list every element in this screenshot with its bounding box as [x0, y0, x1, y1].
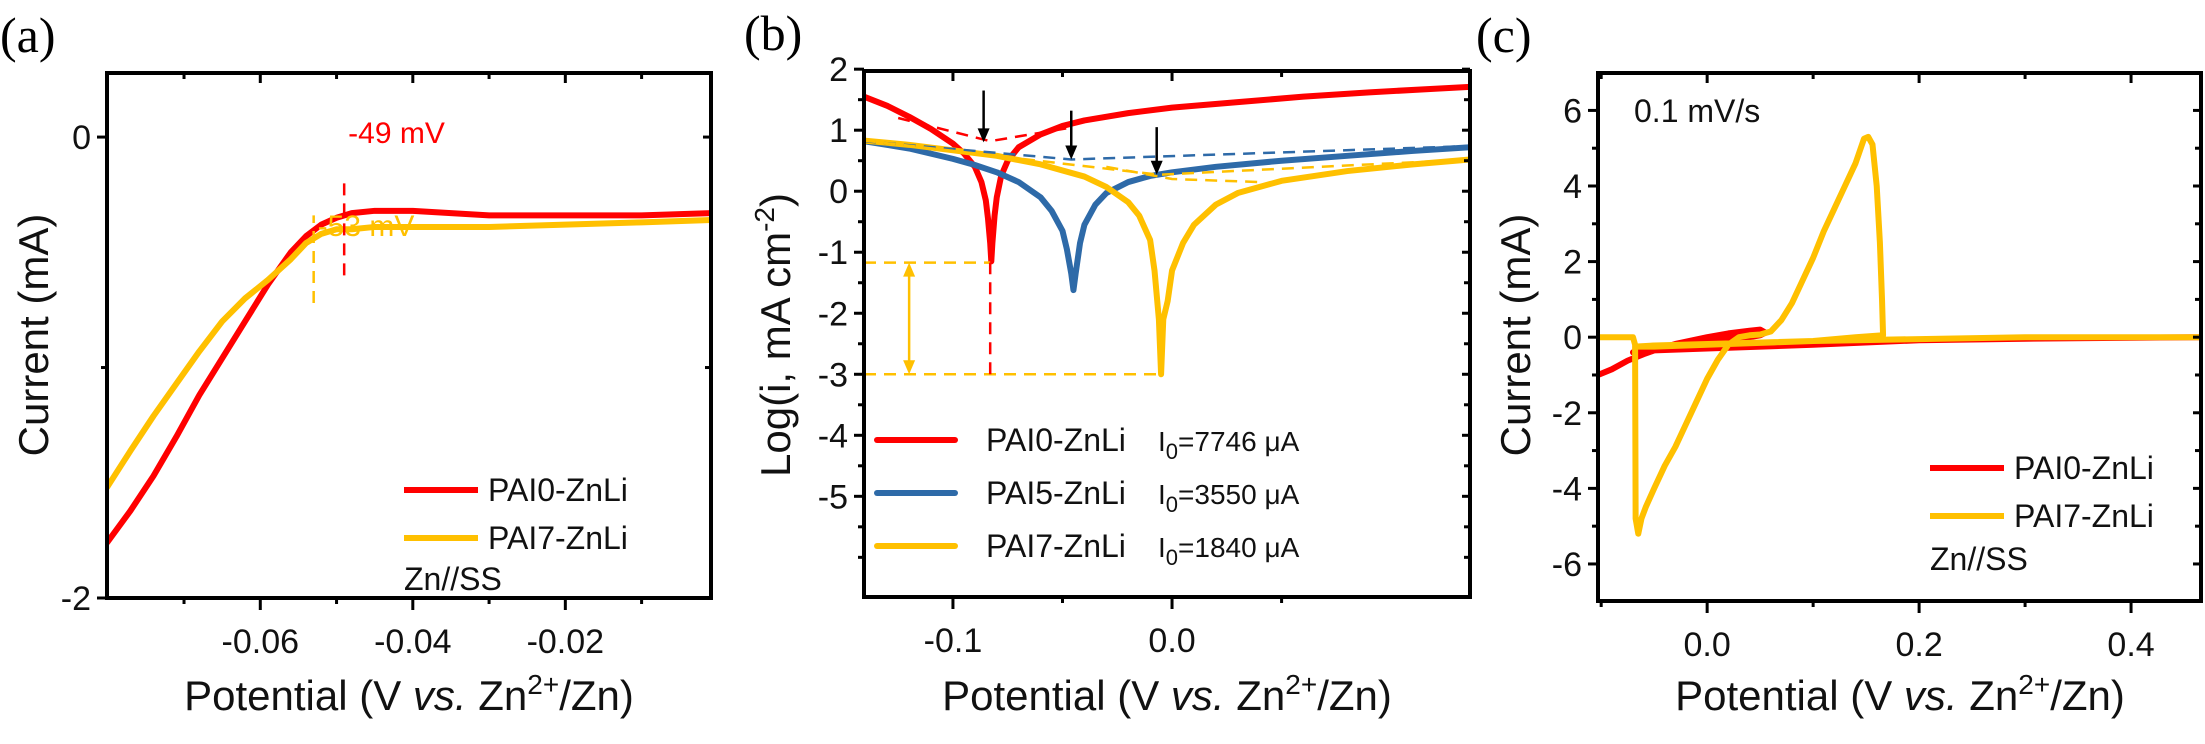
panel-c: (c) 0.0 0.2 0.4 6 4 2 0 -2 -4 -6 Potential (V vs.… [1476, 7, 2203, 719]
legend-label-pai0: PAI0-ZnLi [488, 472, 628, 508]
y-tick-label: 0 [829, 173, 848, 211]
y-tick-label: -3 [818, 356, 848, 394]
y-tick-label: -6 [1552, 546, 1582, 584]
legend-label: PAI5-ZnLi [986, 475, 1126, 511]
panel-b: (b) -0.1 0.0 2 1 0 -1 -2 -3 -4 -5 Potential (V vs… [744, 5, 1472, 719]
arrow-marker [1150, 127, 1163, 175]
overlay-layer-a [312, 176, 346, 304]
x-axis-title-c: Potential (V vs. Zn2+/Zn) [1675, 669, 2125, 719]
plot-frame-a [105, 71, 713, 600]
x-axis-title-a: Potential (V vs. Zn2+/Zn) [184, 669, 634, 719]
x-tick-label: -0.02 [527, 623, 605, 661]
x-tick-label: 0.0 [1684, 626, 1731, 664]
series-line-pai7-znli [1598, 133, 2201, 537]
legend-exchange-current: I0=3550 μA [1158, 479, 1300, 517]
onset-potential-label: -49 mV [348, 117, 445, 150]
panel-a: (a) -0.06 -0.04 -0.02 0 -2 Potential (V vs. … [0, 7, 713, 719]
legend-a: PAI0-ZnLi PAI7-ZnLi Zn//SS [404, 472, 628, 597]
y-tick-label: 1 [829, 112, 848, 150]
panel-label-b: (b) [744, 5, 802, 61]
y-tick-label: -2 [61, 580, 91, 618]
y-tick-label: -4 [818, 417, 848, 455]
series-line-pai0-znli [107, 207, 711, 546]
x-tick-label: -0.04 [374, 623, 452, 661]
legend-note-zn-ss: Zn//SS [1930, 541, 2028, 577]
x-tick-label: -0.1 [924, 622, 983, 660]
y-tick-label: -2 [1552, 395, 1582, 433]
overlay-layer-b [864, 90, 1470, 376]
tafel-fit-line [864, 139, 1470, 176]
y-tick-label: -4 [1552, 470, 1582, 508]
legend-c: PAI0-ZnLi PAI7-ZnLi Zn//SS [1930, 450, 2154, 577]
legend-exchange-current: I0=1840 μA [1158, 532, 1300, 570]
series-layer-b [864, 83, 1470, 378]
arrow-marker [1065, 110, 1078, 160]
y-axis-title-a: Current (mA) [10, 214, 57, 457]
double-arrow [903, 262, 916, 375]
ticks-a: -0.06 -0.04 -0.02 0 -2 [61, 73, 711, 661]
y-axis-title-b: Log(i, mA cm-2) [749, 193, 799, 477]
ticks-b: -0.1 0.0 2 1 0 -1 -2 -3 -4 -5 [818, 51, 1470, 660]
legend-note-zn-ss: Zn//SS [404, 561, 502, 597]
series-line-pai7-znli [864, 137, 1470, 378]
y-axis-title-c: Current (mA) [1492, 214, 1539, 457]
y-tick-label: 2 [829, 51, 848, 89]
y-tick-label: -5 [818, 478, 848, 516]
panel-label-a: (a) [0, 7, 56, 63]
onset-potential-label: -53 mV [318, 210, 415, 243]
tafel-fit-line [897, 116, 1074, 143]
ticks-c: 0.0 0.2 0.4 6 4 2 0 -2 -4 -6 [1552, 73, 2201, 664]
series-layer-c [1598, 133, 2201, 537]
legend-label: PAI7-ZnLi [986, 528, 1126, 564]
x-tick-label: -0.06 [222, 623, 300, 661]
legend-label: PAI0-ZnLi [986, 422, 1126, 458]
y-tick-label: 4 [1563, 168, 1582, 206]
x-tick-label: 0.0 [1148, 622, 1195, 660]
series-line-pai7-znli [107, 217, 711, 491]
y-tick-label: 6 [1563, 92, 1582, 130]
legend-label-pai0: PAI0-ZnLi [2014, 450, 2154, 486]
legend-label-pai7: PAI7-ZnLi [488, 520, 628, 556]
y-tick-label: 0 [72, 119, 91, 157]
x-tick-label: 0.2 [1895, 626, 1942, 664]
tafel-fit-line [1106, 165, 1260, 184]
y-tick-label: -2 [818, 295, 848, 333]
x-axis-title-b: Potential (V vs. Zn2+/Zn) [942, 669, 1392, 719]
scan-rate-annotation: 0.1 mV/s [1634, 93, 1760, 129]
arrow-marker [977, 90, 990, 143]
panel-label-c: (c) [1476, 7, 1532, 63]
x-tick-label: 0.4 [2107, 626, 2154, 664]
series-layer-a [107, 207, 711, 546]
y-tick-label: 2 [1563, 244, 1582, 282]
legend-exchange-current: I0=7746 μA [1158, 426, 1300, 464]
series-line-pai5-znli [864, 138, 1470, 294]
legend-label-pai7: PAI7-ZnLi [2014, 498, 2154, 534]
y-tick-label: -1 [818, 234, 848, 272]
y-tick-label: 0 [1563, 319, 1582, 357]
legend-b: PAI0-ZnLi I0=7746 μA PAI5-ZnLi I0=3550 μA PA… [874, 422, 1300, 570]
plot-frame-b [862, 69, 1472, 599]
